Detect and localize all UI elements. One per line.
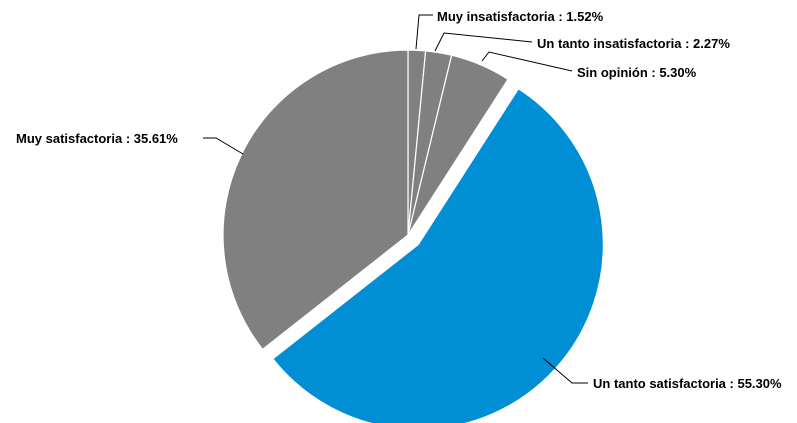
slice-data-label: Muy insatisfactoria : 1.52%: [437, 9, 604, 24]
leader-lines-layer: [203, 14, 588, 384]
labels-layer: Muy insatisfactoria : 1.52% Un tanto insa…: [16, 9, 782, 391]
leader-line: [203, 137, 244, 155]
leader-line: [542, 357, 588, 384]
leader-line: [481, 51, 573, 72]
slice-data-label: Un tanto insatisfactoria : 2.27%: [537, 36, 730, 51]
slices-layer: [222, 49, 604, 423]
pie-slice-muy-satisfactoria: [222, 49, 409, 351]
slice-data-label: Sin opinión : 5.30%: [577, 65, 697, 80]
slice-data-label: Un tanto satisfactoria : 55.30%: [593, 376, 782, 391]
leader-line: [434, 32, 533, 52]
pie-slice-sin-opinión: [407, 54, 509, 236]
slice-data-label: Muy satisfactoria : 35.61%: [16, 131, 178, 146]
leader-line: [415, 14, 433, 50]
